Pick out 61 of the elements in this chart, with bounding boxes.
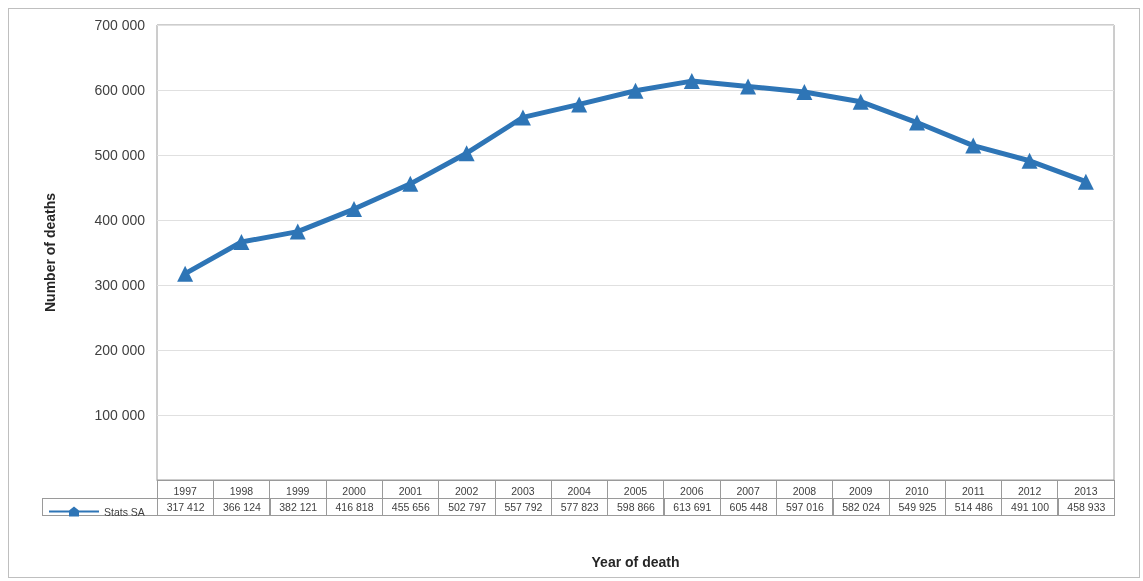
point — [458, 145, 475, 162]
data-label: 502 797 — [438, 498, 496, 516]
point — [177, 265, 194, 282]
x-tick-label: 1999 — [286, 484, 310, 497]
data-label: 549 925 — [888, 498, 947, 516]
point — [965, 137, 982, 154]
point — [796, 83, 813, 100]
x-tick-label: 2006 — [680, 484, 704, 497]
data-label: 514 486 — [945, 498, 1003, 516]
data-label: 416 818 — [325, 498, 384, 516]
point — [627, 82, 644, 99]
y-tick-label: 700 000 — [94, 17, 146, 33]
x-axis-title: Year of death — [591, 554, 680, 570]
y-tick-label: 300 000 — [94, 277, 146, 293]
x-tick-label: 1998 — [229, 484, 254, 497]
data-label: 382 121 — [269, 498, 327, 516]
x-tick-label: 2009 — [849, 484, 873, 497]
point — [233, 234, 250, 251]
x-tick-label: 2002 — [454, 484, 479, 497]
point — [740, 78, 757, 95]
x-tick-label: 2003 — [511, 484, 535, 497]
data-label: 317 412 — [157, 498, 215, 516]
y-tick-label: 200 000 — [94, 342, 146, 358]
data-label: 598 866 — [607, 498, 665, 516]
x-tick-label: 1997 — [173, 484, 197, 497]
data-label: 577 823 — [551, 498, 609, 516]
x-tick-label: 2008 — [792, 484, 817, 497]
y-axis-title: Number of deaths — [42, 192, 58, 313]
y-tick-label: 100 000 — [94, 407, 146, 423]
x-tick-label: 2005 — [623, 484, 648, 497]
data-label: 605 448 — [719, 498, 778, 516]
x-tick-label: 2013 — [1074, 484, 1098, 497]
data-label: 458 933 — [1057, 498, 1115, 516]
x-tick-label: 2001 — [398, 484, 423, 497]
x-tick-label: 2000 — [342, 484, 366, 497]
y-tick-label: 600 000 — [94, 82, 146, 98]
point — [683, 73, 700, 90]
point — [1021, 152, 1038, 169]
data-label: 366 124 — [213, 498, 271, 516]
data-label: 582 024 — [832, 498, 890, 516]
data-label: 491 100 — [1001, 498, 1059, 516]
x-tick-label: 2011 — [961, 484, 985, 497]
data-label: 455 656 — [382, 498, 440, 516]
x-tick-label: 2007 — [736, 484, 760, 497]
point — [1077, 173, 1094, 190]
legend-label: Stats SA — [104, 505, 145, 518]
x-tick-label: 2012 — [1017, 484, 1042, 497]
point — [571, 96, 588, 113]
point — [289, 223, 306, 240]
x-tick-label: 2010 — [905, 484, 929, 497]
y-tick-label: 500 000 — [94, 147, 146, 163]
data-label: 597 016 — [776, 498, 834, 516]
point — [852, 93, 869, 110]
data-label: 557 792 — [494, 498, 553, 516]
point — [346, 201, 363, 218]
point — [402, 175, 419, 192]
point — [908, 114, 925, 131]
data-label: 613 691 — [663, 498, 721, 516]
y-tick-label: 400 000 — [94, 212, 146, 228]
point — [514, 109, 531, 126]
x-tick-label: 2004 — [567, 484, 592, 497]
